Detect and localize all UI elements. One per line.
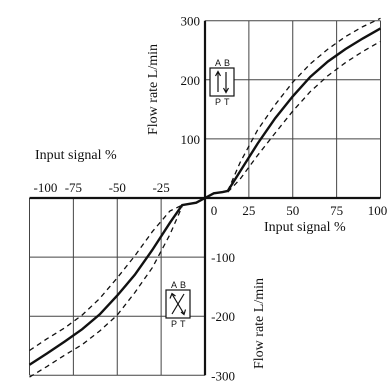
tick-labels: -100 -75 -50 -25 0 25 50 75 100 300 200 100 -100 -200… [34,14,388,381]
x-tick-label: -25 [152,180,169,195]
x-tick-label: -100 [34,180,58,195]
x-tick-label: 25 [242,203,255,218]
tolerance-band [29,17,381,378]
y-axis-label-bottom: Flow rate L/min [252,278,267,369]
port-a-label: A [215,58,221,68]
x-tick-label: 100 [368,203,388,218]
y-tick-label: -200 [211,309,235,324]
valve-symbol-parallel: A B P T [209,58,235,107]
x-axis-label-left: Input signal % [35,148,117,163]
port-a-label: A [171,280,177,290]
x-tick-label: 50 [286,203,299,218]
tolerance-curve [227,17,381,192]
nominal-flow-curve [28,27,382,366]
x-tick-label: 0 [211,203,218,218]
y-tick-label: 200 [181,73,201,88]
port-t-label: T [224,97,230,107]
x-tick-label: 75 [330,203,343,218]
tolerance-curve [227,40,381,193]
y-tick-label: -300 [211,368,235,381]
tolerance-curve [29,206,183,378]
tolerance-curve [29,204,183,352]
x-axis-label-right: Input signal % [264,220,346,235]
y-tick-label: 300 [181,14,201,29]
grid-lines [29,20,381,376]
port-b-label: B [180,280,186,290]
valve-symbol-crossed: A B P T [165,280,191,329]
x-tick-label: -50 [109,180,126,195]
port-p-label: P [215,97,221,107]
port-p-label: P [171,319,177,329]
port-t-label: T [180,319,186,329]
port-b-label: B [224,58,230,68]
y-tick-label: 100 [181,132,201,147]
y-axis-label-top: Flow rate L/min [146,44,161,135]
nominal-curve [28,27,382,366]
y-tick-label: -100 [211,250,235,265]
x-tick-label: -75 [65,180,82,195]
